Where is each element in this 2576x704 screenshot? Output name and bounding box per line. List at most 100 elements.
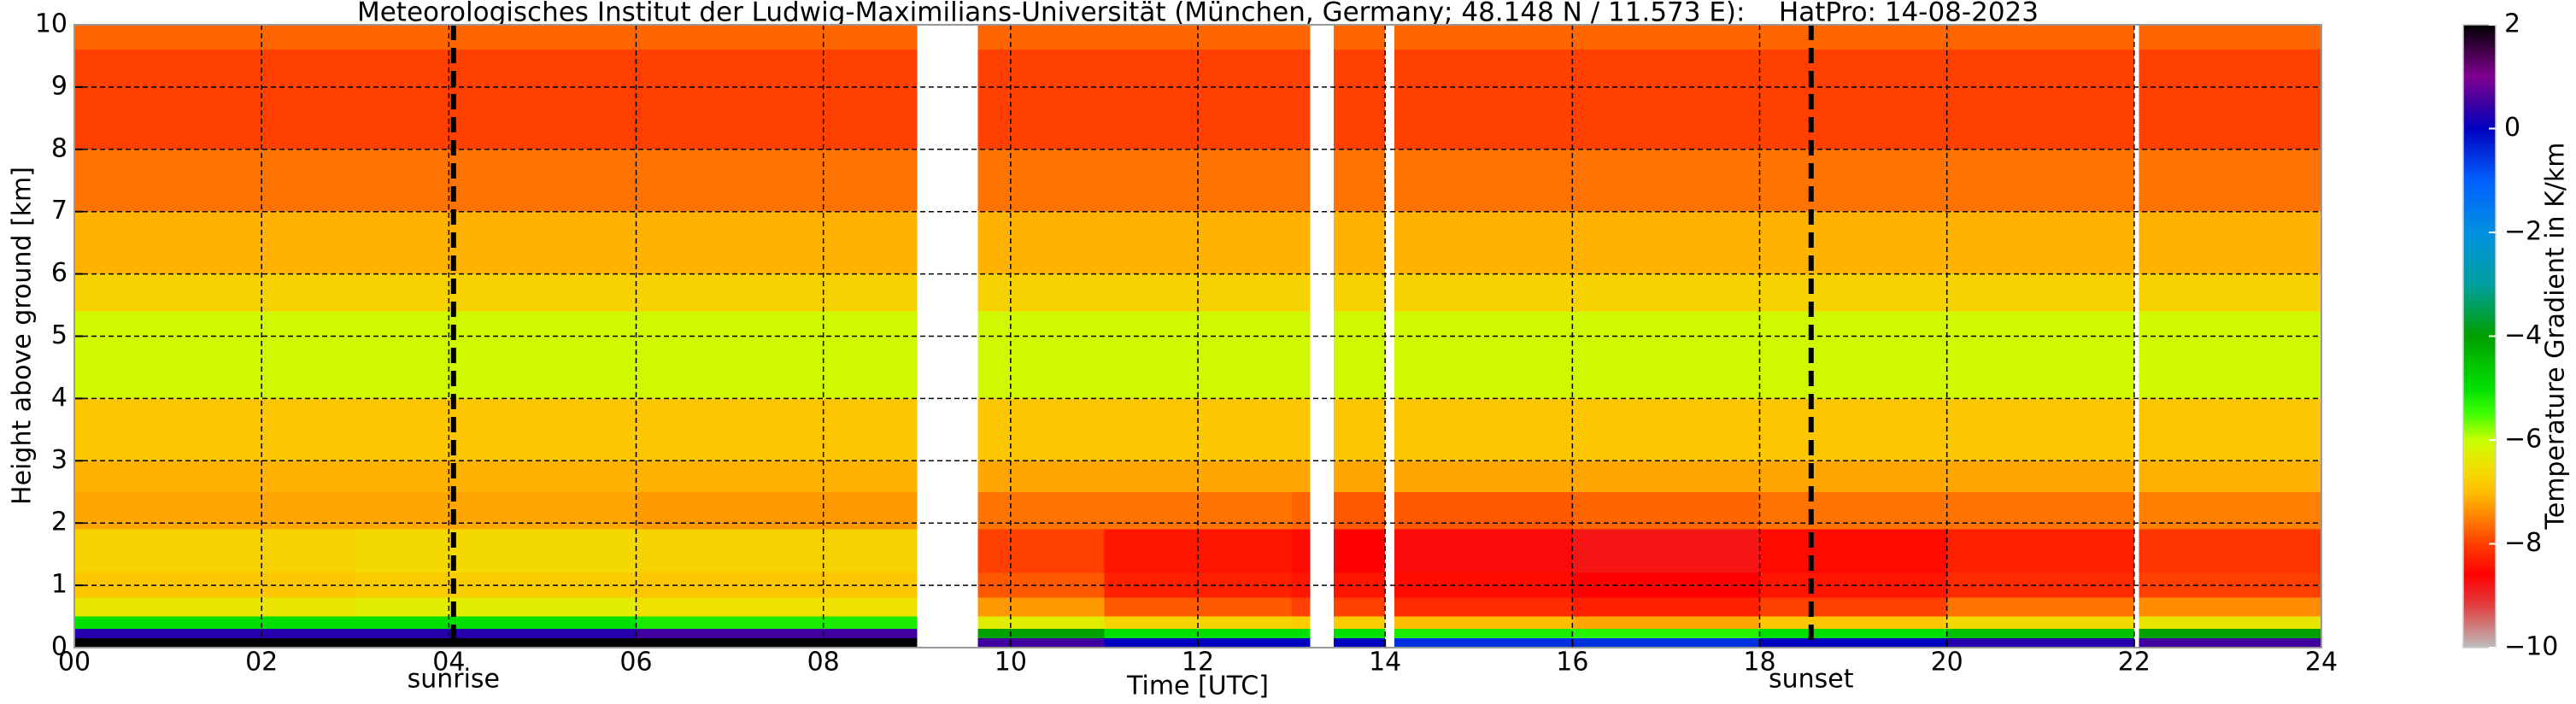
heatmap-cell	[1394, 572, 1573, 598]
heatmap-cell	[1333, 311, 1386, 399]
colorbar-tick-label: −8	[2504, 528, 2542, 558]
heatmap-cell	[1394, 638, 1573, 648]
heatmap-cell	[2139, 597, 2321, 617]
x-tick-label: 20	[1931, 648, 1963, 678]
heatmap-cell	[1333, 50, 1386, 150]
heatmap-cell	[1333, 211, 1386, 274]
heatmap-cell	[977, 529, 1105, 573]
heatmap-cell	[1333, 597, 1386, 617]
heatmap-cell	[1572, 638, 1760, 648]
heatmap-cell	[355, 638, 637, 648]
heatmap-cell	[1759, 211, 1947, 274]
heatmap-cell	[1759, 398, 1947, 461]
heatmap-cell	[1104, 50, 1292, 150]
x-tick-label: 14	[1369, 648, 1401, 678]
heatmap-cell	[2139, 211, 2321, 274]
heatmap-cell	[1572, 616, 1760, 630]
heatmap-cell	[74, 25, 355, 50]
heatmap-cell	[1291, 597, 1311, 617]
heatmap-cell	[1394, 597, 1573, 617]
heatmap-cell	[1572, 50, 1760, 150]
heatmap-cell	[1291, 491, 1311, 530]
heatmap-cell	[1946, 597, 2134, 617]
heatmap-cell	[977, 211, 1105, 274]
heatmap-cell	[2139, 616, 2321, 630]
heatmap-cell	[2139, 398, 2321, 461]
heatmap-cell	[1946, 273, 2134, 312]
heatmap-cell	[1572, 25, 1760, 50]
heatmap-cell	[1291, 211, 1311, 274]
heatmap-cell	[74, 629, 355, 639]
heatmap-cell	[2139, 629, 2321, 639]
heatmap-cell	[636, 25, 918, 50]
heatmap-cell	[636, 597, 918, 617]
heatmap-cell	[1333, 273, 1386, 312]
x-tick-label: 00	[58, 648, 91, 678]
y-tick-label: 10	[35, 9, 67, 39]
heatmap-cell	[74, 638, 355, 648]
y-axis-label: Height above ground [km]	[8, 167, 38, 505]
heatmap-cell	[1572, 461, 1760, 492]
x-axis-label: Time [UTC]	[1126, 672, 1269, 701]
colorbar-tick-label: −6	[2504, 425, 2542, 455]
heatmap-cell	[1394, 629, 1573, 639]
heatmap-cell	[1394, 211, 1573, 274]
x-tick-label: 02	[245, 648, 278, 678]
colorbar-tick-label: −10	[2504, 632, 2558, 662]
marker-label: sunset	[1769, 665, 1854, 695]
colorbar-label: Temperature Gradient in K/km	[2541, 143, 2571, 531]
heatmap-cell	[74, 50, 355, 150]
heatmap-cell	[1946, 398, 2134, 461]
heatmap-cell	[1394, 50, 1573, 150]
heatmap-cell	[355, 629, 637, 639]
heatmap-cell	[636, 211, 918, 274]
heatmap-cell	[355, 529, 637, 573]
heatmap-cell	[1394, 491, 1573, 530]
heatmap-cell	[1572, 211, 1760, 274]
marker-label: sunrise	[408, 665, 500, 695]
heatmap-cell	[636, 50, 918, 150]
heatmap-cell	[2139, 25, 2321, 50]
heatmap-cell	[74, 149, 355, 212]
heatmap-cell	[1759, 597, 1947, 617]
heatmap-cell	[1333, 149, 1386, 212]
heatmap-cell	[636, 311, 918, 399]
heatmap-cell	[1104, 616, 1292, 630]
heatmap-cell	[1946, 638, 2134, 648]
heatmap-cell	[74, 616, 355, 630]
heatmap-cell	[1333, 25, 1386, 50]
y-tick-label: 1	[51, 570, 67, 600]
heatmap-cell	[977, 461, 1105, 492]
heatmap-cell	[1759, 273, 1947, 312]
heatmap-cell	[977, 273, 1105, 312]
y-tick-label: 7	[51, 196, 67, 226]
heatmap-cell	[1572, 273, 1760, 312]
x-tick-label: 12	[1182, 648, 1214, 678]
heatmap-cell	[2139, 273, 2321, 312]
heatmap-cell	[1946, 25, 2134, 50]
heatmap-cell	[74, 597, 355, 617]
heatmap-cell	[1572, 311, 1760, 399]
x-tick-label: 10	[995, 648, 1027, 678]
heatmap-cell	[1946, 149, 2134, 212]
heatmap-cell	[1759, 529, 1947, 573]
colorbar-tick-label: 2	[2504, 9, 2520, 39]
heatmap-cell	[1291, 311, 1311, 399]
heatmap-cell	[1759, 25, 1947, 50]
heatmap-cell	[74, 398, 355, 461]
heatmap-cell	[1759, 50, 1947, 150]
y-tick-label: 0	[51, 632, 67, 662]
heatmap-cell	[1759, 629, 1947, 639]
heatmap-cell	[1291, 616, 1311, 630]
heatmap-cell	[1572, 629, 1760, 639]
heatmap-cell	[1291, 638, 1311, 648]
heatmap-cell	[1946, 211, 2134, 274]
y-tick-label: 2	[51, 507, 67, 537]
x-tick-label: 18	[1743, 648, 1775, 678]
heatmap-cell	[1333, 616, 1386, 630]
heatmap-cell	[1759, 149, 1947, 212]
chart-title: Meteorologisches Institut der Ludwig-Max…	[357, 0, 2039, 28]
heatmap-cell	[2139, 311, 2321, 399]
heatmap-cell	[1946, 616, 2134, 630]
